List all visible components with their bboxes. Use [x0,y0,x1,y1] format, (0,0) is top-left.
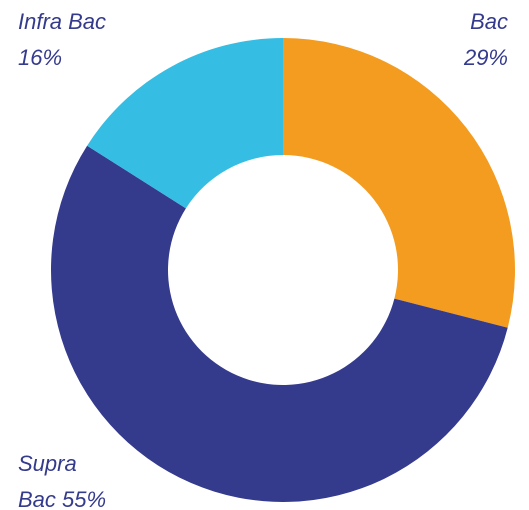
slice-label: Supra Bac 55% [18,446,120,510]
category-label: Infra Bac [18,9,107,34]
category-label: Supra Bac [18,451,77,510]
slice-label: Bac 29% [358,4,508,76]
slice [50,145,508,503]
slice [87,38,283,209]
value-label: 16% [18,45,63,70]
category-label: Bac [470,9,508,34]
value-label: 55% [62,487,107,510]
slice-label: Infra Bac 16% [18,4,168,76]
slice [283,38,515,328]
value-label: 29% [463,45,508,70]
